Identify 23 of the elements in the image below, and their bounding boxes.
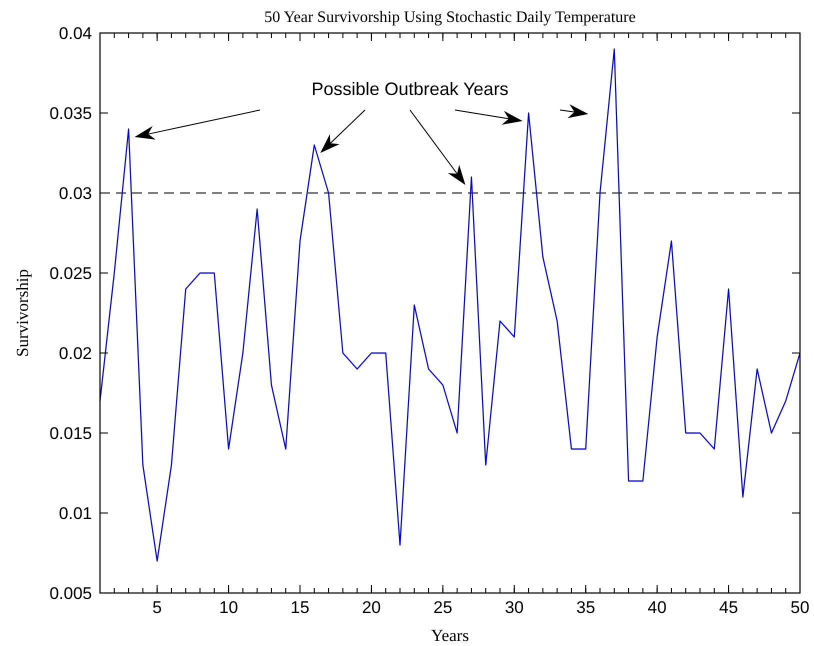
y-axis-title: Survivorship <box>13 269 32 357</box>
chart-title: 50 Year Survivorship Using Stochastic Daily Temperature <box>264 9 636 26</box>
y-tick-label: 0.03 <box>58 184 92 203</box>
y-tick-label: 0.04 <box>58 24 92 43</box>
x-tick-label: 20 <box>362 598 381 617</box>
x-axis-title: Years <box>431 626 469 645</box>
x-tick-label: 15 <box>290 598 310 617</box>
x-tick-label: 35 <box>576 598 596 617</box>
y-tick-label: 0.025 <box>49 264 92 283</box>
x-tick-label: 25 <box>433 598 452 617</box>
line-series <box>99 48 801 562</box>
x-tick-label: 10 <box>219 598 238 617</box>
x-tick-label: 45 <box>719 598 738 617</box>
y-tick-label: 0.035 <box>49 104 92 123</box>
annotation: Possible Outbreak Years <box>311 79 509 99</box>
y-tick-label: 0.02 <box>58 344 92 363</box>
x-tick-label: 50 <box>790 598 810 617</box>
y-tick-label: 0.01 <box>58 504 92 523</box>
x-tick-label: 30 <box>504 598 524 617</box>
y-tick-label: 0.005 <box>49 584 92 603</box>
y-tick-label: 0.015 <box>49 424 92 443</box>
x-tick-label: 5 <box>152 598 162 617</box>
x-tick-label: 40 <box>648 598 667 617</box>
